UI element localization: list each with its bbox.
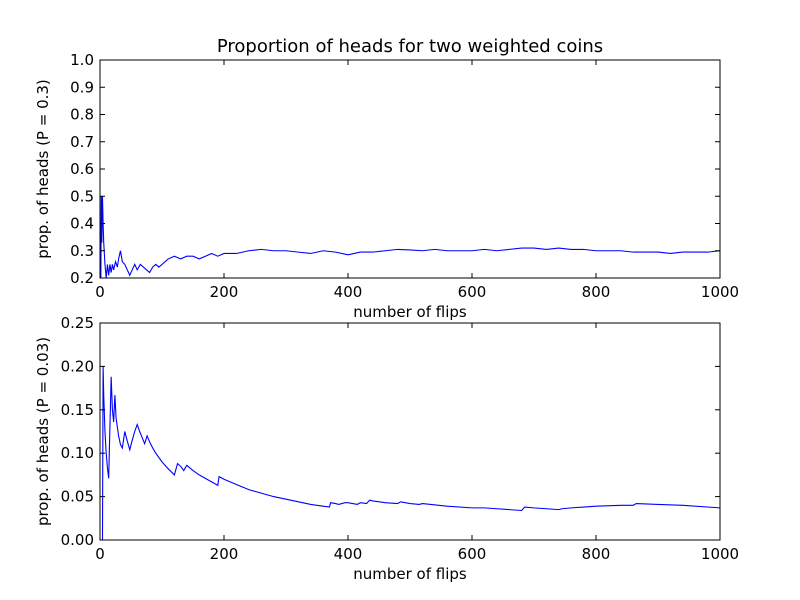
y-axis-label: prop. of heads (P = 0.3) — [34, 79, 52, 259]
y-tick-label: 0.20 — [61, 357, 94, 375]
x-tick-label: 600 — [458, 283, 487, 301]
y-axis-label: prop. of heads (P = 0.03) — [34, 337, 52, 526]
series-line — [100, 196, 720, 278]
x-tick-label: 400 — [334, 283, 363, 301]
x-tick-label: 600 — [458, 545, 487, 563]
top-subplot: 0 200 400 600 800 1000 0.2 0.3 0.4 0.5 0.6 0.7 0.8 0.… — [34, 36, 739, 321]
x-tick-label: 1000 — [701, 283, 739, 301]
x-tick-label: 800 — [582, 283, 611, 301]
x-tick-label: 800 — [582, 545, 611, 563]
y-tick-label: 0.05 — [61, 488, 94, 506]
y-tick-label: 0.2 — [70, 269, 94, 287]
chart-title: Proportion of heads for two weighted coi… — [217, 36, 603, 57]
y-tick-label: 0.00 — [61, 531, 94, 549]
bottom-subplot: 0 200 400 600 800 1000 0.00 0.05 0.10 0.15 0.20 0.2… — [34, 314, 739, 583]
y-tick-label: 0.7 — [70, 133, 94, 151]
y-tick-label: 0.3 — [70, 242, 94, 260]
x-tick-label: 0 — [95, 545, 105, 563]
series-line — [100, 366, 720, 540]
y-tick-label: 0.5 — [70, 187, 94, 205]
y-tick-label: 0.10 — [61, 444, 94, 462]
y-tick-label: 0.6 — [70, 160, 94, 178]
x-tick-label: 400 — [334, 545, 363, 563]
x-tick-label: 200 — [210, 283, 239, 301]
x-axis-label: number of flips — [353, 303, 467, 321]
y-tick-label: 0.9 — [70, 78, 94, 96]
x-tick-label: 1000 — [701, 545, 739, 563]
x-axis-label: number of flips — [353, 565, 467, 583]
y-tick-label: 0.4 — [70, 215, 94, 233]
y-tick-label: 0.25 — [61, 314, 94, 332]
y-tick-label: 0.8 — [70, 106, 94, 124]
y-tick-label: 1.0 — [70, 51, 94, 69]
y-tick-label: 0.15 — [61, 401, 94, 419]
x-tick-label: 0 — [95, 283, 105, 301]
axes-frame — [99, 322, 721, 541]
x-tick-label: 200 — [210, 545, 239, 563]
